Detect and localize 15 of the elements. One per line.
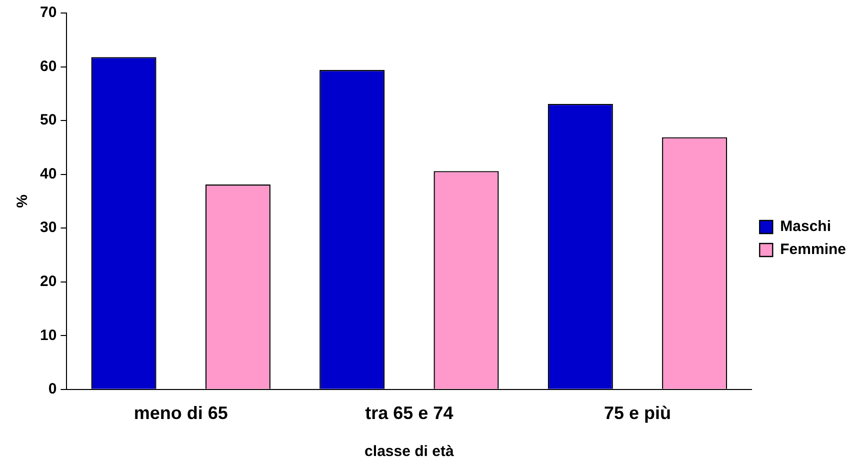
y-tick-label: 20	[40, 273, 57, 290]
x-tick-label: 75 e più	[604, 403, 672, 424]
x-axis-title: classe di età	[364, 443, 454, 460]
y-tick-label: 10	[40, 326, 57, 344]
x-tick-label: tra 65 e 74	[365, 403, 454, 424]
y-tick-label: 0	[48, 380, 57, 398]
y-tick-label: 50	[40, 112, 57, 129]
y-axis-title: %	[14, 194, 32, 208]
y-tick-label: 60	[40, 58, 57, 75]
y-tick-label: 70	[40, 4, 57, 22]
y-tick-label: 40	[40, 165, 57, 182]
legend-label: Femmine	[780, 241, 846, 258]
legend-label: Maschi	[780, 218, 832, 236]
x-tick-label: meno di 65	[134, 403, 228, 424]
y-tick-label: 30	[40, 219, 57, 236]
